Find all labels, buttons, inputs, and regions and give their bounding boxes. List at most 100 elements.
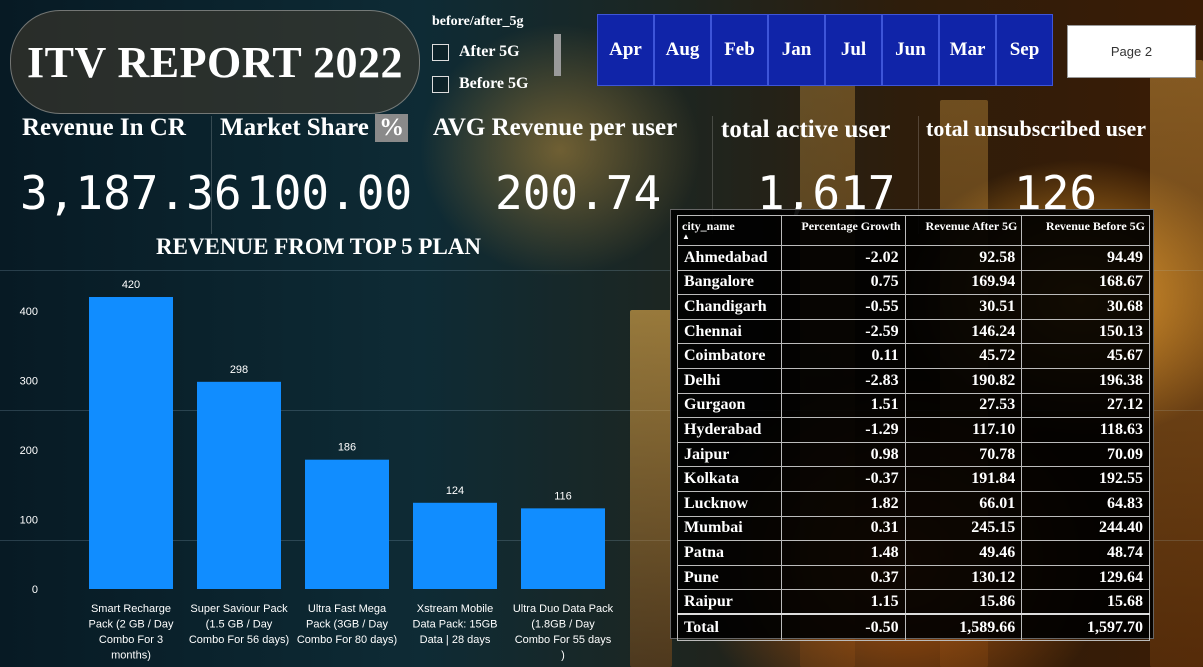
checkbox-icon[interactable] (432, 75, 449, 93)
cell-growth: 1.82 (780, 490, 906, 517)
column-header-before-5g[interactable]: Revenue Before 5G (1021, 215, 1150, 246)
kpi-divider (211, 116, 212, 234)
cell-after-5g: 45.72 (904, 343, 1023, 369)
cell-before-5g: 48.74 (1021, 540, 1150, 566)
x-tick-label: Pack (2 GB / Day (89, 619, 174, 631)
x-tick-label: Combo For 80 days) (297, 634, 397, 646)
table-row: Ahmedabad -2.02 92.58 94.49 (677, 245, 1150, 271)
data-label: 124 (446, 485, 464, 497)
month-slicer: Apr Aug Feb Jan Jul Jun Mar Sep (597, 14, 1053, 86)
page-2-button[interactable]: Page 2 (1067, 25, 1196, 78)
cell-growth: 1.48 (780, 540, 906, 566)
kpi-label: total unsubscribed user (926, 116, 1147, 141)
revenue-top5-plan-chart: 0 100 200 300 400 420 Smart Recharge Pack (2 GB… (20, 279, 614, 662)
cell-before-5g: 168.67 (1021, 269, 1150, 296)
column-header-growth[interactable]: Percentage Growth (780, 215, 906, 246)
kpi-market-share: Market Share % 100.00 (220, 114, 412, 220)
x-tick-label: Pack (3GB / Day (306, 619, 388, 631)
cell-growth: -2.02 (780, 245, 906, 271)
sort-ascending-icon[interactable]: ▲ (682, 232, 690, 241)
cell-city: Hyderabad (677, 417, 782, 443)
checkbox-icon[interactable] (432, 43, 449, 61)
x-tick-label: ) (561, 650, 565, 662)
x-tick-label: Combo For 55 days (515, 634, 612, 646)
cell-before-5g: 94.49 (1021, 245, 1150, 271)
slicer-option-before-5g[interactable]: Before 5G (432, 68, 562, 100)
month-button-aug[interactable]: Aug (654, 14, 711, 86)
kpi-value: 200.74 (495, 166, 662, 220)
y-tick-label: 400 (20, 306, 38, 318)
column-header-after-5g[interactable]: Revenue After 5G (904, 215, 1023, 246)
bar[interactable] (89, 297, 173, 589)
kpi-revenue: Revenue In CR 3,187.36 (20, 114, 242, 220)
cell-growth: -2.83 (780, 367, 906, 394)
cell-city: Raipur (677, 589, 782, 615)
cell-city: Chennai (677, 318, 782, 345)
cell-after-5g: 245.15 (904, 515, 1023, 542)
table-row: Chandigarh -0.55 30.51 30.68 (677, 294, 1150, 320)
month-button-jun[interactable]: Jun (882, 14, 939, 86)
cell-city: Jaipur (677, 441, 782, 468)
cell-city: Ahmedabad (677, 245, 782, 271)
x-tick-label: Combo For 56 days) (189, 634, 289, 646)
y-tick-label: 100 (20, 514, 38, 526)
table-row: Delhi -2.83 190.82 196.38 (677, 367, 1150, 394)
report-title: ITV REPORT 2022 (27, 37, 403, 87)
cell-city: Lucknow (677, 490, 782, 517)
cell-before-5g: 15.68 (1021, 589, 1150, 615)
x-tick-label: Data Pack: 15GB (413, 619, 498, 631)
cell-after-5g: 117.10 (904, 417, 1023, 443)
kpi-divider (712, 116, 713, 234)
table-row: Hyderabad -1.29 117.10 118.63 (677, 417, 1150, 443)
table-total-row: Total -0.50 1,589.66 1,597.70 (677, 613, 1150, 641)
cell-after-5g: 66.01 (904, 490, 1023, 517)
table-row: Bangalore 0.75 169.94 168.67 (677, 269, 1150, 296)
cell-city: Mumbai (677, 515, 782, 542)
cell-before-5g: 244.40 (1021, 515, 1150, 542)
cell-growth: 0.98 (780, 441, 906, 468)
month-button-feb[interactable]: Feb (711, 14, 768, 86)
x-tick-label: Smart Recharge (91, 603, 171, 615)
month-button-sep[interactable]: Sep (996, 14, 1053, 86)
table-row: Patna 1.48 49.46 48.74 (677, 540, 1150, 566)
slicer-option-label: After 5G (459, 43, 520, 60)
x-tick-label: months) (111, 650, 151, 662)
cell-growth: -0.37 (780, 466, 906, 492)
background-bar (1150, 60, 1203, 667)
column-header-city[interactable]: city_name ▲ (677, 215, 782, 246)
cell-before-5g: 27.12 (1021, 392, 1150, 419)
background-line (0, 270, 1203, 271)
month-button-jan[interactable]: Jan (768, 14, 825, 86)
cell-city: Pune (677, 564, 782, 591)
month-button-mar[interactable]: Mar (939, 14, 996, 86)
slicer-scrollbar[interactable] (554, 34, 561, 76)
cell-after-5g: 1,589.66 (904, 613, 1023, 641)
kpi-unsubscribed-users: total unsubscribed user 126 (926, 114, 1147, 220)
cell-growth: 0.75 (780, 269, 906, 296)
bar[interactable] (413, 502, 497, 589)
cell-before-5g: 118.63 (1021, 417, 1150, 443)
cell-after-5g: 15.86 (904, 589, 1023, 615)
x-tick-label: Combo For 3 (99, 634, 163, 646)
slicer-option-label: Before 5G (459, 75, 529, 92)
bar[interactable] (197, 381, 281, 589)
cell-city: Coimbatore (677, 343, 782, 369)
kpi-value: 3,187.36 (20, 166, 242, 220)
cell-after-5g: 169.94 (904, 269, 1023, 296)
kpi-label: Revenue In CR (22, 114, 186, 141)
y-tick-label: 0 (32, 584, 38, 596)
month-button-apr[interactable]: Apr (597, 14, 654, 86)
data-label: 298 (230, 364, 248, 376)
chart-title: REVENUE FROM TOP 5 PLAN (156, 234, 482, 259)
cell-after-5g: 27.53 (904, 392, 1023, 419)
cell-city: Chandigarh (677, 294, 782, 320)
bar[interactable] (521, 508, 605, 589)
data-label: 116 (554, 490, 572, 502)
month-button-jul[interactable]: Jul (825, 14, 882, 86)
x-tick-label: (1.8GB / Day (531, 619, 595, 631)
cell-city: Kolkata (677, 466, 782, 492)
data-label: 186 (338, 442, 356, 454)
bar[interactable] (305, 459, 389, 589)
before-after-5g-slicer: before/after_5g After 5G Before 5G (432, 14, 562, 100)
slicer-option-after-5g[interactable]: After 5G (432, 36, 562, 68)
